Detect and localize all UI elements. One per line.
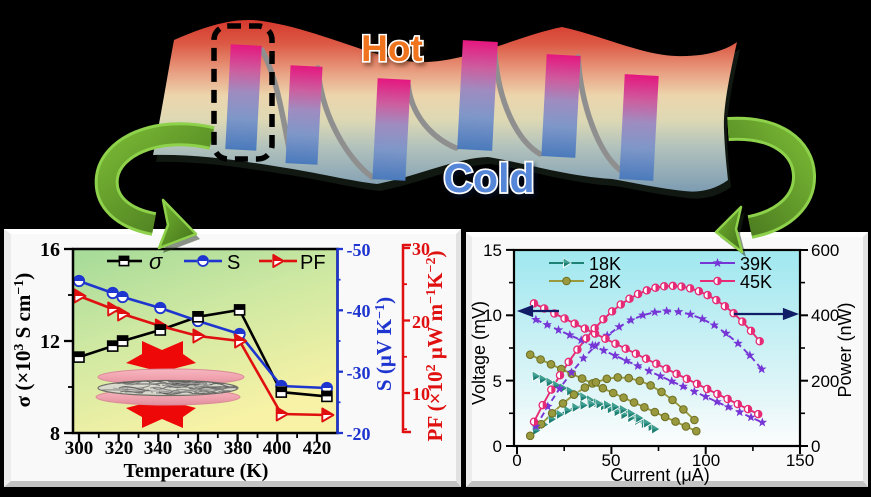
svg-text:100: 100: [692, 451, 720, 470]
svg-text:360: 360: [184, 438, 213, 459]
svg-text:5: 5: [493, 372, 502, 391]
svg-text:600: 600: [811, 241, 839, 260]
svg-text:45K: 45K: [740, 272, 772, 292]
svg-text:50: 50: [602, 451, 621, 470]
svg-text:σ: σ: [149, 249, 163, 274]
svg-text:0: 0: [493, 437, 502, 456]
svg-text:400: 400: [811, 306, 839, 325]
svg-text:Temperature (K): Temperature (K): [124, 460, 269, 482]
svg-text:PF (×102 μW m−1K−2): PF (×102 μW m−1K−2): [423, 251, 447, 442]
svg-text:Power (nW): Power (nW): [835, 302, 855, 397]
svg-text:-50: -50: [347, 240, 371, 260]
svg-text:S: S: [227, 252, 240, 274]
svg-text:300: 300: [65, 438, 94, 459]
svg-text:150: 150: [786, 451, 814, 470]
svg-text:320: 320: [105, 438, 134, 459]
svg-text:0: 0: [811, 437, 820, 456]
svg-text:30: 30: [412, 239, 430, 259]
svg-text:0: 0: [512, 451, 521, 470]
svg-text:20: 20: [412, 312, 430, 332]
svg-text:Voltage (mV): Voltage (mV): [469, 301, 489, 405]
svg-text:Hot: Hot: [361, 28, 423, 69]
svg-text:8: 8: [50, 423, 60, 445]
svg-text:420: 420: [303, 438, 332, 459]
svg-text:S (μV K−1): S (μV K−1): [372, 297, 396, 391]
svg-text:σ (×103 S cm−1): σ (×103 S cm−1): [11, 273, 35, 408]
svg-text:39K: 39K: [740, 254, 772, 274]
svg-text:380: 380: [224, 438, 253, 459]
svg-text:28K: 28K: [589, 272, 621, 292]
svg-text:Current (μA): Current (μA): [610, 465, 709, 485]
svg-text:-40: -40: [347, 301, 371, 321]
svg-text:-20: -20: [347, 424, 371, 444]
svg-text:10: 10: [483, 306, 502, 325]
svg-text:PF: PF: [300, 252, 326, 274]
svg-text:340: 340: [144, 438, 173, 459]
svg-text:18K: 18K: [589, 254, 621, 274]
svg-text:200: 200: [811, 372, 839, 391]
svg-text:15: 15: [483, 241, 502, 260]
svg-text:-30: -30: [347, 363, 371, 383]
svg-text:12: 12: [40, 331, 60, 353]
svg-text:400: 400: [263, 438, 292, 459]
svg-text:10: 10: [412, 384, 430, 404]
svg-text:Cold: Cold: [443, 155, 534, 201]
svg-text:16: 16: [40, 239, 60, 261]
